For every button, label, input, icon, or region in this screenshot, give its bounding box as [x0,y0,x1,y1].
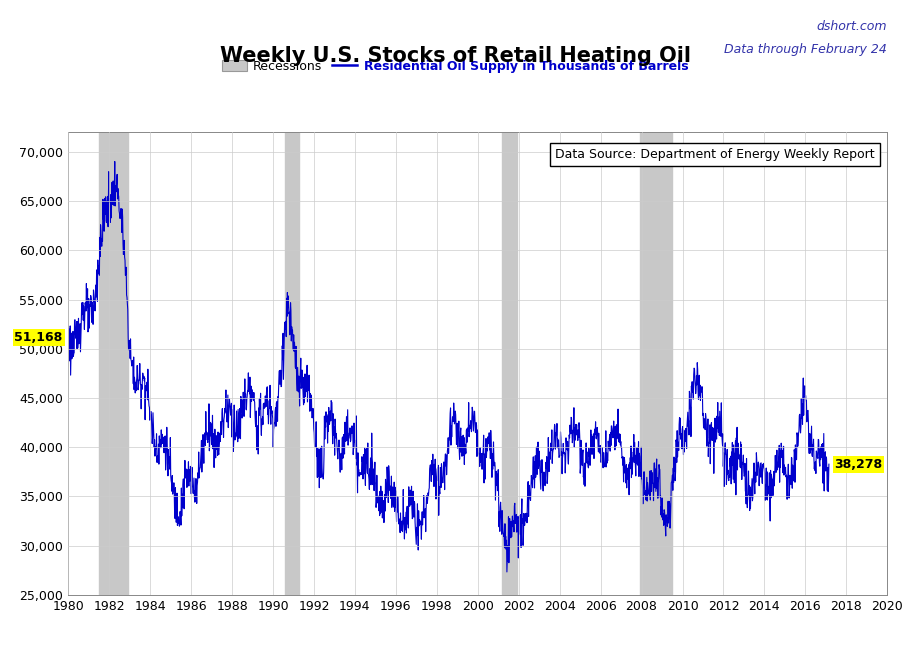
Text: Weekly U.S. Stocks of Retail Heating Oil: Weekly U.S. Stocks of Retail Heating Oil [219,46,691,66]
Bar [285,132,298,595]
Bar [99,132,128,595]
Text: 38,278: 38,278 [834,457,883,471]
Text: Data Source: Department of Energy Weekly Report: Data Source: Department of Energy Weekly… [555,148,875,161]
Bar [501,132,517,595]
Text: dshort.com: dshort.com [817,20,887,33]
Legend: Recessions, Residential Oil Supply in Thousands of Barrels: Recessions, Residential Oil Supply in Th… [222,59,688,73]
Bar [640,132,672,595]
Text: Data through February 24: Data through February 24 [724,43,887,56]
Text: 51,168: 51,168 [15,330,63,344]
